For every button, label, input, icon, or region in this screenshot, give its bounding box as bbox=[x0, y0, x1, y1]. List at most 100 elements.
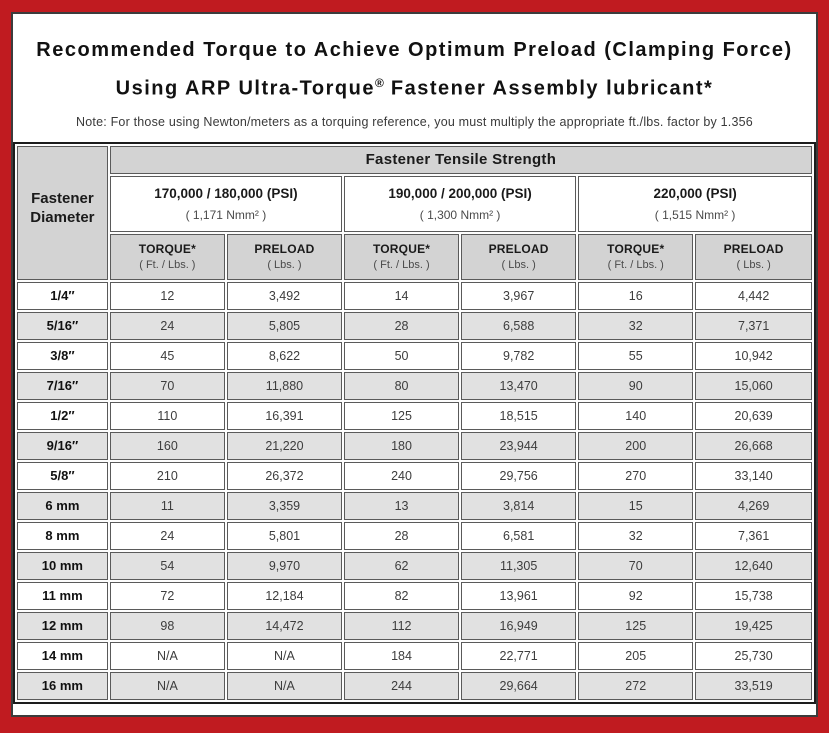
value-cell: 23,944 bbox=[461, 431, 577, 460]
value-cell: N/A bbox=[226, 671, 342, 700]
table-row: 8 mm 24 5,801 28 6,581 32 7,361 bbox=[17, 521, 812, 550]
value-cell: 270 bbox=[578, 461, 694, 490]
table-row: 12 mm 98 14,472 112 16,949 125 19,425 bbox=[17, 611, 812, 640]
value-cell: 29,756 bbox=[461, 461, 577, 490]
value-cell: 3,492 bbox=[226, 281, 342, 310]
value-cell: 18,515 bbox=[461, 401, 577, 430]
value-cell: 3,814 bbox=[461, 491, 577, 520]
value-cell: 11,305 bbox=[461, 551, 577, 580]
value-cell: 22,771 bbox=[461, 641, 577, 670]
preload-header-cell: PRELOAD ( Lbs. ) bbox=[461, 233, 577, 280]
nmm-value: ( 1,300 Nmm² ) bbox=[419, 207, 501, 222]
row-label-cell: 3/8″ bbox=[17, 341, 108, 370]
row-label-cell: 9/16″ bbox=[17, 431, 108, 460]
psi-value: 220,000 (PSI) bbox=[653, 185, 737, 201]
row-label-cell: 1/4″ bbox=[17, 281, 108, 310]
psi-value: 170,000 / 180,000 (PSI) bbox=[154, 185, 298, 201]
value-cell: 5,801 bbox=[226, 521, 342, 550]
value-cell: 12,184 bbox=[226, 581, 342, 610]
value-cell: 92 bbox=[578, 581, 694, 610]
page-content: Recommended Torque to Achieve Optimum Pr… bbox=[11, 12, 818, 717]
psi-value: 190,000 / 200,000 (PSI) bbox=[388, 185, 532, 201]
value-cell: 50 bbox=[344, 341, 460, 370]
table-row: 5/16″ 24 5,805 28 6,588 32 7,371 bbox=[17, 311, 812, 340]
psi-header-cell: 220,000 (PSI) ( 1,515 Nmm² ) bbox=[578, 175, 812, 232]
row-label-cell: 14 mm bbox=[17, 641, 108, 670]
value-cell: N/A bbox=[226, 641, 342, 670]
registered-trademark: ® bbox=[374, 76, 384, 90]
value-cell: 26,668 bbox=[695, 431, 812, 460]
value-cell: N/A bbox=[109, 641, 225, 670]
value-cell: 6,588 bbox=[461, 311, 577, 340]
page-title: Recommended Torque to Achieve Optimum Pr… bbox=[13, 34, 816, 106]
value-cell: 15,060 bbox=[695, 371, 812, 400]
value-cell: 6,581 bbox=[461, 521, 577, 550]
row-label-cell: 5/8″ bbox=[17, 461, 108, 490]
value-cell: 98 bbox=[109, 611, 225, 640]
value-cell: 160 bbox=[109, 431, 225, 460]
value-cell: 72 bbox=[109, 581, 225, 610]
value-cell: 7,361 bbox=[695, 521, 812, 550]
value-cell: 80 bbox=[344, 371, 460, 400]
row-label-cell: 7/16″ bbox=[17, 371, 108, 400]
value-cell: 24 bbox=[109, 521, 225, 550]
table-row: 1/2″ 110 16,391 125 18,515 140 20,639 bbox=[17, 401, 812, 430]
value-cell: 184 bbox=[344, 641, 460, 670]
column-header-row: TORQUE* ( Ft. / Lbs. ) PRELOAD ( Lbs. ) … bbox=[17, 233, 812, 280]
value-cell: 200 bbox=[578, 431, 694, 460]
note-text: Note: For those using Newton/meters as a… bbox=[76, 114, 753, 129]
table-row: 6 mm 11 3,359 13 3,814 15 4,269 bbox=[17, 491, 812, 520]
value-cell: 8,622 bbox=[226, 341, 342, 370]
value-cell: 16,949 bbox=[461, 611, 577, 640]
value-cell: 15,738 bbox=[695, 581, 812, 610]
value-cell: 4,442 bbox=[695, 281, 812, 310]
value-cell: 11 bbox=[109, 491, 225, 520]
table-row: 16 mm N/A N/A 244 29,664 272 33,519 bbox=[17, 671, 812, 700]
psi-header-cell: 170,000 / 180,000 (PSI) ( 1,171 Nmm² ) bbox=[109, 175, 342, 232]
title-line-2: Using ARP Ultra-Torque® Fastener Assembl… bbox=[115, 76, 714, 100]
value-cell: 14 bbox=[344, 281, 460, 310]
value-cell: 205 bbox=[578, 641, 694, 670]
value-cell: 54 bbox=[109, 551, 225, 580]
value-cell: 12 bbox=[109, 281, 225, 310]
value-cell: N/A bbox=[109, 671, 225, 700]
value-cell: 16 bbox=[578, 281, 694, 310]
value-cell: 10,942 bbox=[695, 341, 812, 370]
value-cell: 33,519 bbox=[695, 671, 812, 700]
corner-header-cell: Fastener Diameter bbox=[17, 145, 108, 280]
table-row: 11 mm 72 12,184 82 13,961 92 15,738 bbox=[17, 581, 812, 610]
value-cell: 125 bbox=[578, 611, 694, 640]
row-label-cell: 6 mm bbox=[17, 491, 108, 520]
value-cell: 140 bbox=[578, 401, 694, 430]
group-header-row: Fastener Diameter Fastener Tensile Stren… bbox=[17, 145, 812, 280]
value-cell: 90 bbox=[578, 371, 694, 400]
value-cell: 14,472 bbox=[226, 611, 342, 640]
value-cell: 70 bbox=[578, 551, 694, 580]
value-cell: 82 bbox=[344, 581, 460, 610]
value-cell: 21,220 bbox=[226, 431, 342, 460]
torque-header-cell: TORQUE* ( Ft. / Lbs. ) bbox=[109, 233, 225, 280]
value-cell: 240 bbox=[344, 461, 460, 490]
value-cell: 125 bbox=[344, 401, 460, 430]
value-cell: 62 bbox=[344, 551, 460, 580]
value-cell: 3,359 bbox=[226, 491, 342, 520]
preload-header-cell: PRELOAD ( Lbs. ) bbox=[226, 233, 342, 280]
value-cell: 15 bbox=[578, 491, 694, 520]
torque-header-cell: TORQUE* ( Ft. / Lbs. ) bbox=[344, 233, 460, 280]
value-cell: 55 bbox=[578, 341, 694, 370]
row-label-cell: 12 mm bbox=[17, 611, 108, 640]
table-body: 1/4″ 12 3,492 14 3,967 16 4,442 5/16″ 24 5,805 28 6… bbox=[17, 281, 812, 700]
value-cell: 28 bbox=[344, 521, 460, 550]
table-row: 7/16″ 70 11,880 80 13,470 90 15,060 bbox=[17, 371, 812, 400]
group-header-cell: Fastener Tensile Strength bbox=[109, 145, 812, 174]
value-cell: 210 bbox=[109, 461, 225, 490]
value-cell: 13,961 bbox=[461, 581, 577, 610]
torque-spec-table: Fastener Diameter Fastener Tensile Stren… bbox=[13, 141, 816, 704]
value-cell: 20,639 bbox=[695, 401, 812, 430]
table-row: 9/16″ 160 21,220 180 23,944 200 26,668 bbox=[17, 431, 812, 460]
torque-header-cell: TORQUE* ( Ft. / Lbs. ) bbox=[578, 233, 694, 280]
value-cell: 3,967 bbox=[461, 281, 577, 310]
table-row: 1/4″ 12 3,492 14 3,967 16 4,442 bbox=[17, 281, 812, 310]
value-cell: 33,140 bbox=[695, 461, 812, 490]
